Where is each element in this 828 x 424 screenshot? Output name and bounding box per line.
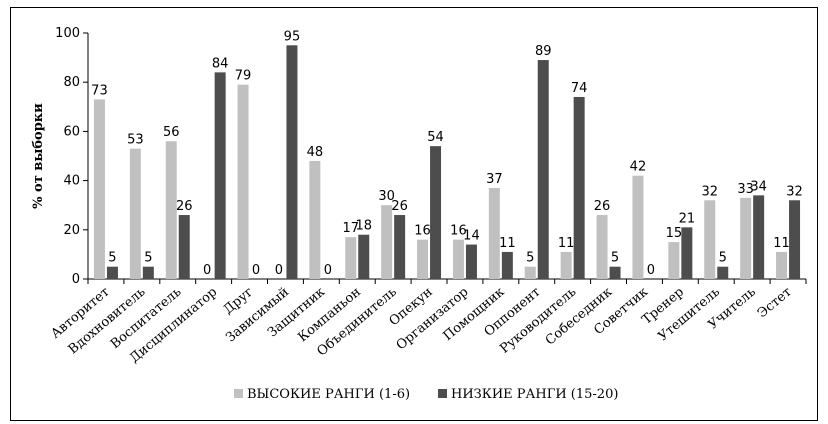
bar-low-rank (789, 200, 801, 279)
data-label: 0 (324, 263, 332, 278)
data-label: 14 (463, 229, 480, 244)
data-label: 48 (307, 145, 324, 160)
y-tick-label: 20 (63, 223, 80, 238)
data-label: 26 (391, 199, 408, 214)
data-label: 15 (666, 226, 683, 241)
data-label: 5 (719, 251, 727, 266)
data-label: 54 (427, 130, 444, 145)
bar-low-rank (394, 215, 406, 279)
y-tick-label: 0 (72, 272, 80, 287)
bar-high-rank (309, 160, 321, 279)
bar-low-rank (178, 215, 190, 279)
chart-frame (10, 7, 818, 421)
bar-low-rank (681, 227, 693, 279)
bar-low-rank (214, 72, 226, 279)
data-label: 17 (342, 221, 359, 236)
data-label: 11 (773, 236, 790, 251)
data-label: 73 (91, 83, 108, 98)
bar-high-rank (488, 187, 500, 279)
data-label: 56 (163, 125, 180, 140)
bar-high-rank (776, 251, 788, 279)
data-label: 34 (750, 179, 767, 194)
bar-low-rank (573, 96, 585, 280)
bar-low-rank (430, 146, 442, 279)
data-label: 11 (558, 236, 575, 251)
data-label: 84 (212, 56, 229, 71)
bar-high-rank (93, 99, 105, 279)
bar-high-rank (452, 239, 464, 279)
data-label: 26 (176, 199, 193, 214)
bar-high-rank (129, 148, 141, 279)
bar-high-rank (704, 200, 716, 279)
bar-high-rank (560, 251, 572, 279)
data-label: 26 (594, 199, 611, 214)
bar-low-rank (609, 266, 621, 279)
bar-high-rank (596, 215, 608, 279)
bar-high-rank (524, 266, 536, 279)
bar-high-rank (668, 242, 680, 279)
data-label: 16 (414, 224, 431, 239)
bar-high-rank (237, 84, 249, 279)
data-label: 11 (499, 236, 516, 251)
data-label: 79 (235, 69, 252, 84)
data-label: 21 (679, 211, 696, 226)
data-label: 33 (737, 182, 754, 197)
data-label: 5 (108, 251, 116, 266)
legend-swatch (234, 389, 243, 398)
bar-low-rank (106, 266, 118, 279)
y-tick-label: 60 (63, 124, 80, 139)
data-label: 53 (127, 133, 144, 148)
y-axis-title: % от выборки (31, 103, 46, 209)
legend-label: НИЗКИЕ РАНГИ (15-20) (451, 387, 618, 402)
data-label: 32 (786, 184, 803, 199)
data-label: 37 (486, 172, 503, 187)
data-label: 0 (275, 263, 283, 278)
data-label: 0 (647, 263, 655, 278)
y-tick-label: 100 (55, 26, 80, 41)
data-label: 42 (630, 160, 647, 175)
bar-low-rank (286, 45, 298, 279)
data-label: 16 (450, 224, 467, 239)
y-tick-label: 80 (63, 75, 80, 90)
data-label: 5 (526, 251, 534, 266)
data-label: 5 (611, 251, 619, 266)
data-label: 32 (701, 184, 718, 199)
bar-low-rank (142, 266, 154, 279)
bar-low-rank (358, 234, 370, 279)
data-label: 30 (378, 189, 395, 204)
bar-high-rank (345, 237, 357, 279)
bar-low-rank (465, 244, 477, 279)
bar-high-rank (632, 175, 644, 279)
legend-label: ВЫСОКИЕ РАНГИ (1-6) (247, 387, 410, 402)
bar-high-rank (740, 197, 752, 279)
x-category-label: Эстет (755, 285, 795, 322)
data-label: 95 (284, 29, 301, 44)
bar-high-rank (381, 205, 393, 279)
bar-low-rank (717, 266, 729, 279)
data-label: 0 (252, 263, 260, 278)
y-tick-label: 40 (63, 174, 80, 189)
data-label: 18 (355, 219, 372, 234)
data-label: 74 (571, 81, 588, 96)
bar-high-rank (417, 239, 429, 279)
bar-low-rank (753, 195, 765, 279)
bar-low-rank (501, 251, 513, 279)
data-label: 5 (144, 251, 152, 266)
data-label: 0 (203, 263, 211, 278)
bar-high-rank (165, 141, 177, 279)
legend-swatch (438, 389, 447, 398)
data-label: 89 (535, 44, 552, 59)
bar-low-rank (537, 60, 549, 280)
